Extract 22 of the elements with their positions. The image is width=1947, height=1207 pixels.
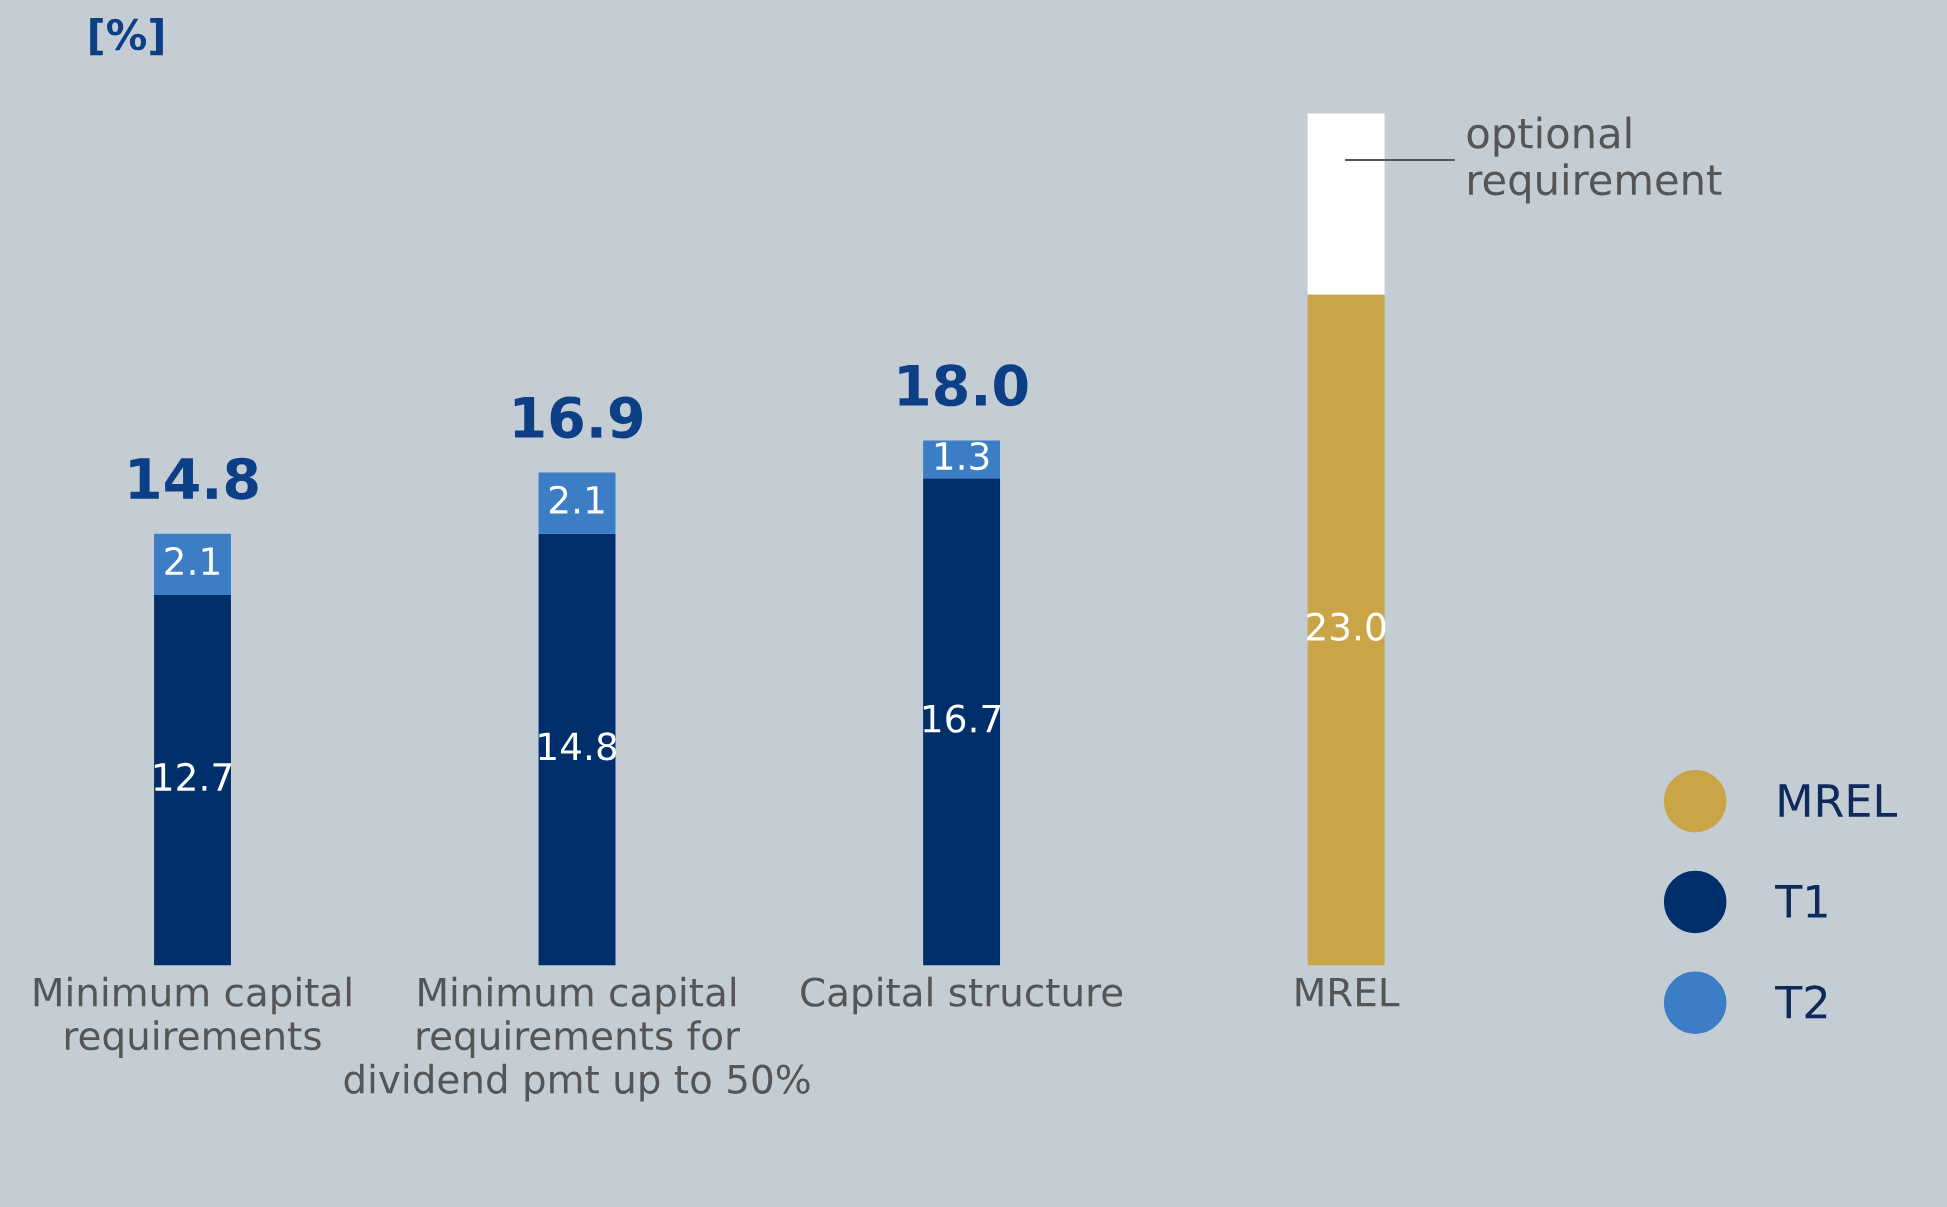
bar	[1307, 113, 1385, 295]
data-label: 2.1	[165, 546, 219, 575]
total-label: 18.0	[899, 364, 1028, 407]
legend-label: MREL	[1779, 784, 1898, 817]
bar	[154, 595, 231, 966]
total-label: 14.8	[130, 457, 258, 500]
legend-label: T1	[1775, 885, 1827, 918]
bar	[1307, 294, 1385, 966]
data-label: 2.1	[549, 485, 604, 514]
bar	[923, 478, 1001, 966]
bar	[538, 472, 616, 534]
data-label: 16.7	[923, 704, 1001, 733]
x-tick-label: Capital structure	[801, 976, 1123, 1015]
bar	[154, 533, 231, 596]
x-tick-label: MREL	[1296, 977, 1400, 1007]
data-label: 1.3	[935, 441, 989, 471]
y-axis-title: [%]	[90, 18, 163, 56]
data-label: 12.7	[154, 762, 232, 791]
bar	[538, 533, 616, 966]
legend-label: T2	[1775, 985, 1827, 1019]
series-label: optional requirement	[1467, 116, 1722, 204]
total-label: 16.9	[514, 396, 643, 439]
